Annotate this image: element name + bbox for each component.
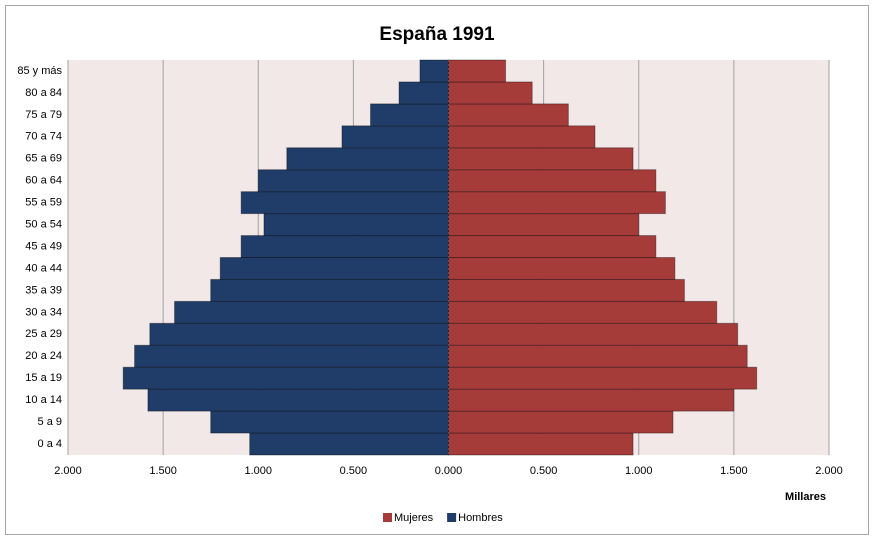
- chart-title: España 1991: [379, 24, 495, 45]
- bar: [257, 169, 449, 193]
- y-tick-label: 65 a 69: [25, 153, 62, 165]
- bar: [448, 169, 657, 193]
- legend-swatch: [447, 513, 457, 522]
- bar: [398, 81, 450, 105]
- y-tick-label: 35 a 39: [25, 284, 62, 296]
- bar: [249, 432, 449, 456]
- bar: [147, 388, 449, 412]
- y-tick-label: 50 a 54: [25, 218, 62, 230]
- bar: [448, 235, 657, 259]
- x-tick-label: 1.500: [149, 465, 177, 477]
- x-tick-label: 1.000: [244, 465, 272, 477]
- x-tick-label: 2.000: [815, 465, 843, 477]
- bar: [448, 322, 739, 346]
- x-axis-label: Millares: [785, 491, 826, 503]
- bar: [448, 213, 640, 237]
- y-tick-label: 0 a 4: [38, 438, 62, 450]
- x-tick-label: 0.500: [340, 465, 368, 477]
- y-tick-label: 75 a 79: [25, 109, 62, 121]
- y-tick-label: 60 a 64: [25, 175, 62, 187]
- y-tick-label: 25 a 29: [25, 328, 62, 340]
- x-tick-label: 1.500: [720, 465, 748, 477]
- bar: [174, 300, 449, 324]
- bar: [448, 81, 533, 105]
- bar: [149, 322, 449, 346]
- bar: [210, 410, 449, 434]
- y-tick-label: 40 a 44: [25, 262, 62, 274]
- bar: [448, 147, 634, 171]
- bar: [263, 213, 449, 237]
- bar: [448, 344, 748, 368]
- bar: [210, 278, 449, 302]
- bar: [448, 388, 735, 412]
- legend-label: Mujeres: [394, 512, 434, 524]
- bar: [240, 191, 449, 215]
- y-tick-label: 55 a 59: [25, 197, 62, 209]
- bar: [448, 103, 569, 127]
- y-tick-label: 15 a 19: [25, 372, 62, 384]
- x-tick-label: 0.000: [435, 465, 463, 477]
- legend-swatch: [383, 513, 392, 522]
- legend-label: Hombres: [458, 512, 503, 524]
- bar: [122, 366, 450, 390]
- x-tick-label: 1.000: [625, 465, 653, 477]
- bar: [286, 147, 449, 171]
- y-tick-label: 80 a 84: [25, 87, 62, 99]
- bar: [448, 257, 676, 280]
- bar: [448, 432, 634, 456]
- y-tick-label: 20 a 24: [25, 350, 62, 362]
- bar: [134, 344, 449, 368]
- y-tick-label: 30 a 34: [25, 306, 62, 318]
- bar: [448, 191, 666, 215]
- bar: [369, 103, 449, 127]
- bar: [419, 59, 449, 83]
- x-tick-label: 2.000: [54, 465, 82, 477]
- y-tick-label: 70 a 74: [25, 131, 62, 143]
- bar: [448, 300, 718, 324]
- bar: [448, 125, 596, 149]
- bar: [341, 125, 449, 149]
- bar: [448, 410, 674, 434]
- x-tick-label: 0.500: [530, 465, 558, 477]
- y-tick-label: 85 y más: [17, 65, 62, 77]
- y-tick-label: 10 a 14: [25, 394, 62, 406]
- bar: [240, 235, 449, 259]
- y-tick-label: 5 a 9: [38, 416, 62, 428]
- bar: [448, 366, 758, 390]
- bar: [448, 278, 685, 302]
- bar: [448, 59, 507, 83]
- bar: [219, 257, 449, 280]
- y-tick-label: 45 a 49: [25, 240, 62, 252]
